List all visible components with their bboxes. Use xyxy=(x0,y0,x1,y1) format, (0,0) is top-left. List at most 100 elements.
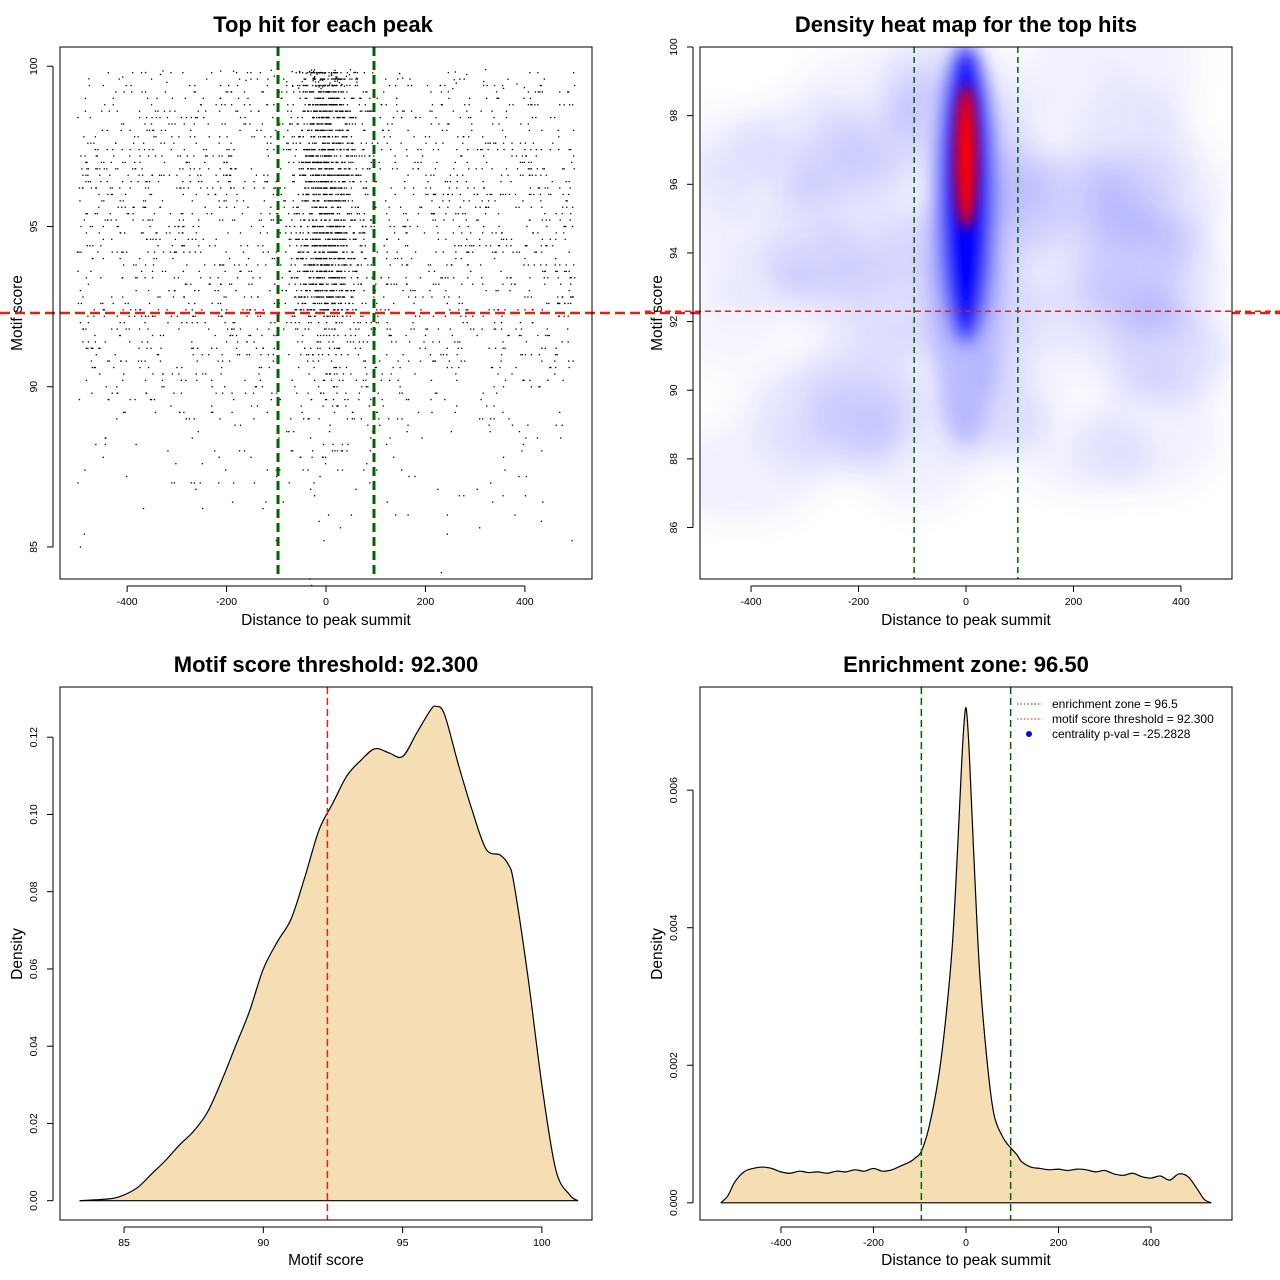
scatter-point xyxy=(163,174,165,176)
scatter-point xyxy=(333,302,336,305)
scatter-point xyxy=(332,104,334,106)
scatter-point xyxy=(535,251,538,253)
scatter-point xyxy=(326,129,328,132)
scatter-point xyxy=(340,302,343,305)
scatter-point xyxy=(388,129,390,132)
scatter-point xyxy=(338,322,341,324)
scatter-point xyxy=(132,206,134,208)
scatter-point xyxy=(317,386,320,388)
scatter-point xyxy=(158,174,161,176)
scatter-point xyxy=(332,302,334,305)
scatter-point xyxy=(502,495,504,497)
scatter-point xyxy=(273,75,275,77)
scatter-point xyxy=(292,85,294,88)
scatter-point xyxy=(190,482,192,484)
scatter-point xyxy=(376,469,378,471)
scatter-point xyxy=(232,398,235,401)
scatter-point xyxy=(333,347,336,349)
scatter-point xyxy=(317,296,319,298)
scatter-point xyxy=(527,104,530,106)
scatter-point xyxy=(557,277,559,279)
scatter-point xyxy=(325,213,328,215)
scatter-point xyxy=(129,155,131,157)
scatter-point xyxy=(541,129,543,132)
scatter-point xyxy=(348,257,350,260)
scatter-point xyxy=(250,225,253,228)
scatter-point xyxy=(333,97,336,99)
scatter-point xyxy=(353,322,355,324)
scatter-point xyxy=(324,181,326,183)
scatter-point xyxy=(466,110,468,112)
scatter-point xyxy=(297,251,299,253)
scatter-point xyxy=(215,174,217,176)
scatter-point xyxy=(462,213,464,215)
scatter-point xyxy=(315,219,317,221)
scatter-point xyxy=(334,257,337,260)
scatter-point xyxy=(383,245,385,247)
scatter-point xyxy=(303,84,305,87)
scatter-point xyxy=(149,219,151,221)
scatter-point xyxy=(299,174,301,176)
scatter-point xyxy=(535,148,538,151)
scatter-point xyxy=(294,386,296,388)
scatter-point xyxy=(493,405,495,407)
scatter-point xyxy=(342,373,345,375)
scatter-point xyxy=(233,206,236,208)
scatter-point xyxy=(324,168,326,170)
scatter-point xyxy=(242,200,245,202)
x-tick-label: 400 xyxy=(1172,596,1190,608)
scatter-point xyxy=(338,238,341,240)
scatter-point xyxy=(311,270,314,273)
scatter-point xyxy=(338,200,341,202)
scatter-point xyxy=(313,225,316,228)
scatter-point xyxy=(313,72,316,74)
scatter-point xyxy=(238,354,241,356)
scatter-point xyxy=(320,123,323,125)
scatter-point xyxy=(234,424,236,426)
scatter-point xyxy=(217,302,219,305)
heatmap-density-blob xyxy=(1012,204,1121,317)
scatter-point xyxy=(363,213,365,215)
scatter-point xyxy=(424,334,427,337)
scatter-point xyxy=(298,161,300,164)
scatter-point xyxy=(325,283,328,285)
scatter-point xyxy=(348,142,350,144)
scatter-point xyxy=(277,213,279,215)
scatter-point xyxy=(430,213,433,215)
scatter-point xyxy=(314,148,316,151)
scatter-point xyxy=(453,277,455,279)
x-tick-label: 0 xyxy=(963,596,969,608)
scatter-point xyxy=(346,136,348,138)
scatter-point xyxy=(335,161,338,164)
scatter-point xyxy=(343,97,346,99)
scatter-x-axis-title: Distance to peak summit xyxy=(241,612,411,629)
scatter-point xyxy=(257,264,259,266)
scatter-point xyxy=(155,136,157,138)
scatter-point xyxy=(403,187,406,189)
scatter-point xyxy=(314,97,316,99)
scatter-point xyxy=(198,181,200,183)
scatter-point xyxy=(467,148,469,151)
scatter-point xyxy=(159,116,161,119)
scatter-point xyxy=(318,97,321,99)
scatter-point xyxy=(204,264,206,266)
scatter-point xyxy=(286,84,288,87)
scatter-point xyxy=(507,78,509,80)
scatter-point xyxy=(303,219,305,221)
scatter-point xyxy=(142,142,145,144)
scatter-point xyxy=(335,366,338,369)
scatter-point xyxy=(495,392,498,394)
scatter-point xyxy=(487,148,489,151)
scatter-point xyxy=(143,148,146,151)
scatter-point xyxy=(254,309,256,311)
scatter-point xyxy=(305,238,307,240)
scatter-point xyxy=(403,225,406,228)
scatter-point xyxy=(345,238,347,240)
scatter-point xyxy=(394,232,396,234)
scatter-point xyxy=(455,82,457,84)
scatter-point xyxy=(573,155,575,157)
scatter-point xyxy=(564,270,566,273)
scatter-point xyxy=(371,142,373,144)
scatter-point xyxy=(232,482,235,484)
scatter-point xyxy=(243,91,246,93)
